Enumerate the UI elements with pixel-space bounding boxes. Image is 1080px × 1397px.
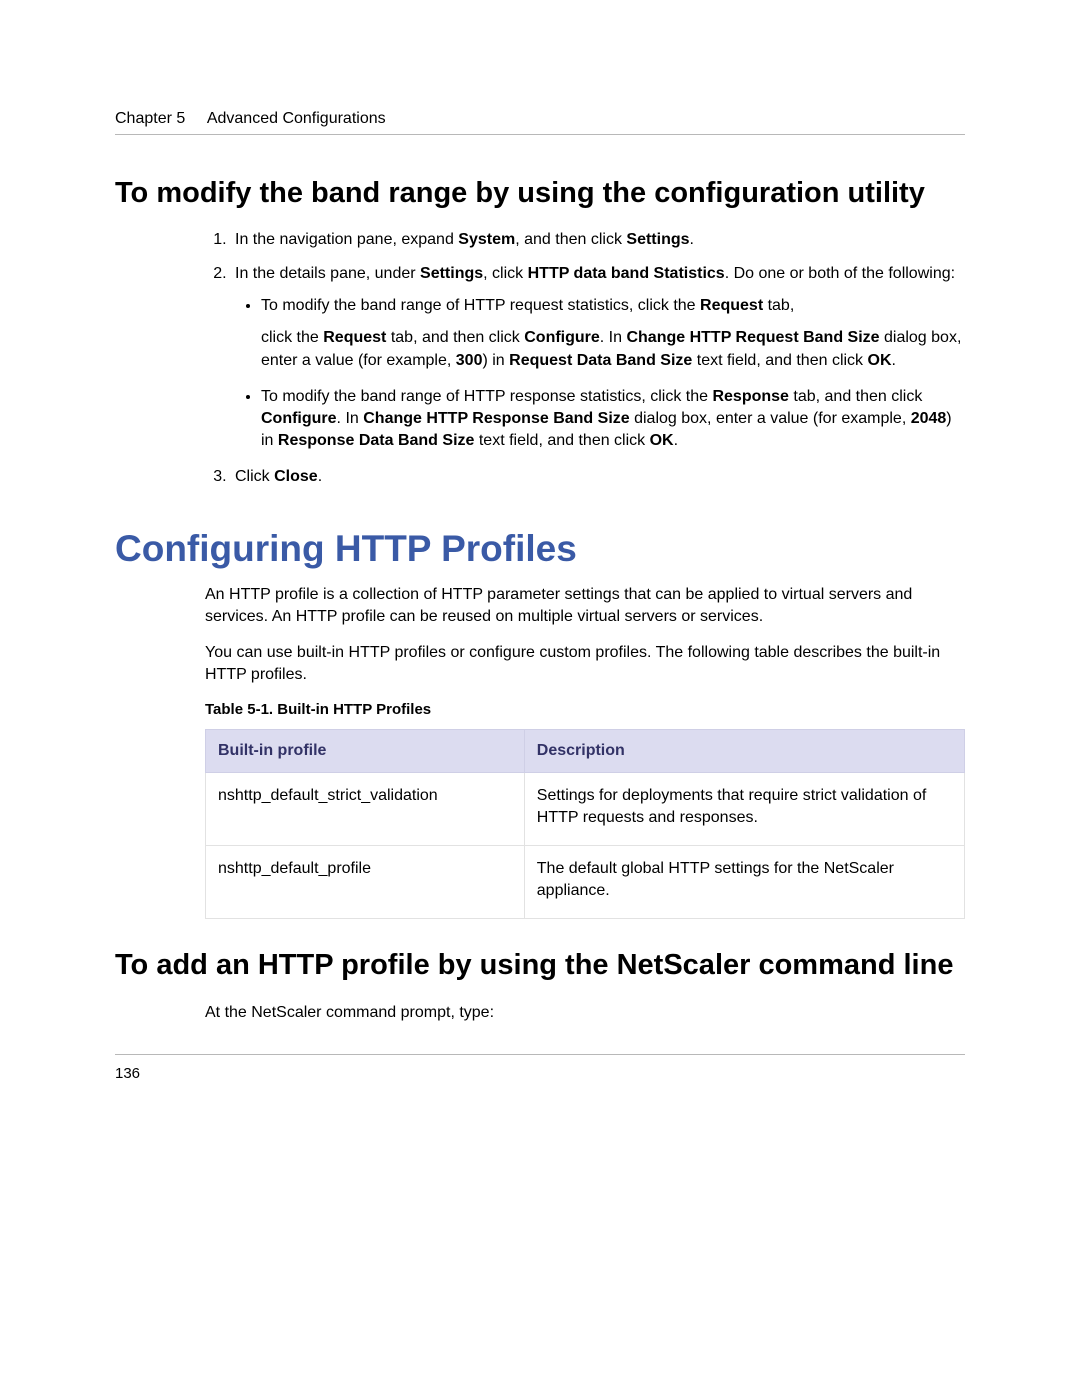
http-profiles-table: Built-in profile Description nshttp_defa…	[205, 729, 965, 919]
table-header-row: Built-in profile Description	[206, 729, 965, 772]
step-item: Click Close.	[231, 466, 965, 488]
step-item: In the navigation pane, expand System, a…	[231, 229, 965, 251]
paragraph: At the NetScaler command prompt, type:	[205, 1002, 965, 1024]
section-body: At the NetScaler command prompt, type:	[205, 1002, 965, 1024]
section-heading: To modify the band range by using the co…	[115, 175, 965, 211]
footer-rule	[115, 1054, 965, 1055]
page-header: Chapter 5 Advanced Configurations	[115, 110, 965, 128]
table-cell: nshttp_default_strict_validation	[206, 773, 525, 846]
page-number: 136	[115, 1065, 965, 1082]
chapter-title: Advanced Configurations	[207, 110, 386, 127]
section-heading: To add an HTTP profile by using the NetS…	[115, 947, 965, 983]
chapter-label: Chapter 5	[115, 110, 185, 127]
sub-bullet-para: click the Request tab, and then click Co…	[261, 327, 965, 371]
section-body: In the navigation pane, expand System, a…	[205, 229, 965, 488]
sub-bullet-list: To modify the band range of HTTP request…	[235, 295, 965, 451]
header-rule	[115, 134, 965, 135]
step-item: In the details pane, under Settings, cli…	[231, 263, 965, 452]
table-header: Description	[524, 729, 964, 772]
sub-bullet: To modify the band range of HTTP respons…	[261, 386, 965, 452]
table-row: nshttp_default_strict_validation Setting…	[206, 773, 965, 846]
table-row: nshttp_default_profile The default globa…	[206, 846, 965, 919]
section-body: An HTTP profile is a collection of HTTP …	[205, 584, 965, 919]
paragraph: You can use built-in HTTP profiles or co…	[205, 642, 965, 686]
paragraph: An HTTP profile is a collection of HTTP …	[205, 584, 965, 628]
table-cell: Settings for deployments that require st…	[524, 773, 964, 846]
page: Chapter 5 Advanced Configurations To mod…	[0, 0, 1080, 1142]
table-caption: Table 5-1. Built-in HTTP Profiles	[205, 700, 965, 721]
h1-heading: Configuring HTTP Profiles	[115, 528, 965, 570]
step-list: In the navigation pane, expand System, a…	[205, 229, 965, 488]
table-cell: nshttp_default_profile	[206, 846, 525, 919]
table-header: Built-in profile	[206, 729, 525, 772]
sub-bullet: To modify the band range of HTTP request…	[261, 295, 965, 371]
table-cell: The default global HTTP settings for the…	[524, 846, 964, 919]
